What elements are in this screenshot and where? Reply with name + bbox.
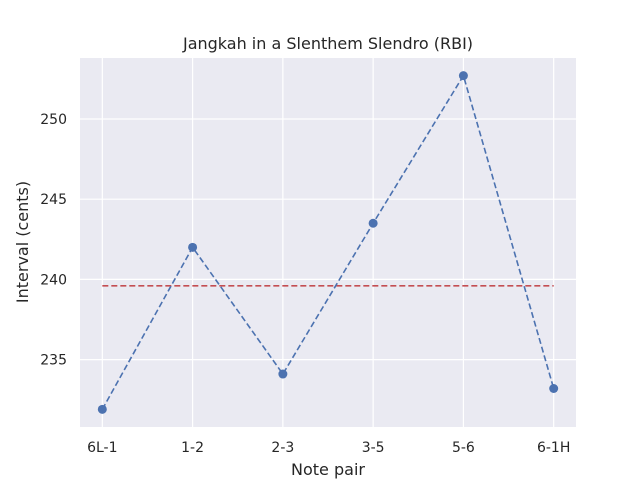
y-tick-label: 245 (40, 192, 67, 208)
data-point (458, 71, 468, 81)
chart-title: Jangkah in a Slenthem Slendro (RBI) (182, 34, 473, 53)
plot-area (80, 58, 576, 427)
x-tick-label: 2-3 (271, 440, 294, 456)
x-tick-label: 1-2 (181, 440, 204, 456)
data-point (97, 404, 107, 414)
data-point (368, 218, 378, 228)
y-tick-label: 240 (40, 272, 67, 288)
x-tick-labels: 6L-1 1-2 2-3 3-5 5-6 6-1H (87, 440, 570, 456)
data-point (188, 242, 198, 252)
grid (80, 58, 576, 427)
data-point (278, 369, 288, 379)
y-tick-label: 250 (40, 112, 67, 128)
x-tick-label: 5-6 (452, 440, 475, 456)
y-tick-labels: 235 240 245 250 (40, 112, 67, 369)
y-tick-label: 235 (40, 353, 67, 369)
x-axis-label: Note pair (291, 460, 365, 479)
x-tick-label: 6-1H (537, 440, 570, 456)
series-group (97, 71, 559, 414)
y-axis-label: Interval (cents) (13, 181, 32, 303)
x-tick-label: 3-5 (362, 440, 385, 456)
data-point (549, 383, 559, 393)
series-line (101, 73, 555, 410)
x-tick-label: 6L-1 (87, 440, 117, 456)
